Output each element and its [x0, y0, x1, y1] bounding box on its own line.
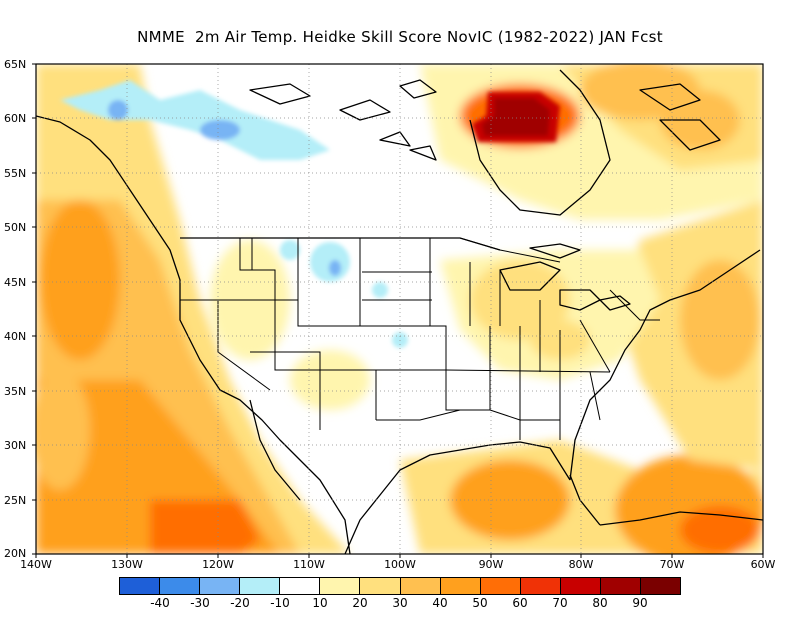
colorbar-label: 30: [392, 596, 408, 610]
colorbar-label: 40: [432, 596, 448, 610]
colorbar-label: -20: [230, 596, 250, 610]
colorbar-label: 50: [472, 596, 488, 610]
lon-label-90w: 90W: [478, 558, 504, 571]
lat-label-50n: 50N: [4, 221, 27, 234]
colorbar-label: 20: [352, 596, 368, 610]
lat-label-45n: 45N: [4, 276, 27, 289]
lat-label-25n: 25N: [4, 494, 27, 507]
colorbar-label: -10: [270, 596, 290, 610]
colorbar-cell: [280, 578, 321, 594]
colorbar-label: -40: [150, 596, 170, 610]
lat-label-60n: 60N: [4, 112, 27, 125]
colorbar-cell: [200, 578, 241, 594]
map-title: NMME 2m Air Temp. Heidke Skill Score Nov…: [137, 28, 663, 46]
colorbar-cell: [160, 578, 201, 594]
lat-label-20n: 20N: [4, 547, 27, 560]
lon-label-140w: 140W: [20, 558, 52, 571]
lat-label-35n: 35N: [4, 385, 27, 398]
colorbar-cell: [360, 578, 401, 594]
colorbar-cell: [120, 578, 161, 594]
lon-label-100w: 100W: [384, 558, 416, 571]
lat-label-30n: 30N: [4, 439, 27, 452]
graticule: [36, 64, 763, 554]
shaded-field: [36, 64, 763, 554]
lon-label-60w: 60W: [750, 558, 776, 571]
axis-ticks: [32, 63, 764, 558]
colorbar-label: 10: [312, 596, 328, 610]
colorbar-label: -30: [190, 596, 210, 610]
colorbar-cell: [480, 578, 521, 594]
lon-label-80w: 80W: [568, 558, 594, 571]
colorbar-label: 90: [632, 596, 648, 610]
colorbar-label: 60: [512, 596, 528, 610]
colorbar-cell: [440, 578, 481, 594]
colorbar-cell: [240, 578, 281, 594]
lat-label-40n: 40N: [4, 330, 27, 343]
lon-label-130w: 130W: [111, 558, 143, 571]
colorbar-label: 80: [592, 596, 608, 610]
lat-label-65n: 65N: [4, 58, 27, 71]
colorbar: [119, 577, 681, 595]
colorbar-cell: [641, 578, 681, 594]
coastlines: [36, 69, 763, 554]
lon-label-70w: 70W: [659, 558, 685, 571]
lon-label-120w: 120W: [202, 558, 234, 571]
colorbar-cell: [520, 578, 561, 594]
colorbar-cell: [400, 578, 441, 594]
colorbar-label: 70: [552, 596, 568, 610]
colorbar-cell: [320, 578, 361, 594]
colorbar-cell: [560, 578, 601, 594]
lon-label-110w: 110W: [293, 558, 325, 571]
colorbar-cell: [600, 578, 642, 594]
lat-label-55n: 55N: [4, 167, 27, 180]
